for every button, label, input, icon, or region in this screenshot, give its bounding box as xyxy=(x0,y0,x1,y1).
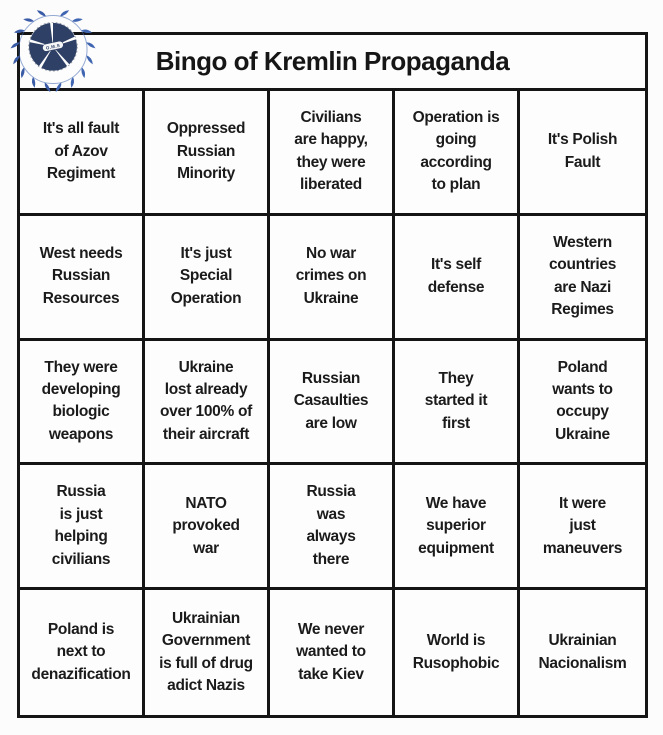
bingo-cell: Ukrainian Government is full of drug adi… xyxy=(145,590,270,715)
bingo-cell: It were just maneuvers xyxy=(520,465,645,591)
bingo-board: Bingo of Kremlin Propaganda It's all fau… xyxy=(17,32,648,718)
bingo-cell: World is Rusophobic xyxy=(395,590,520,715)
bingo-cell: Western countries are Nazi Regimes xyxy=(520,215,645,341)
bingo-cell: West needs Russian Resources xyxy=(20,215,145,341)
bingo-cell: Poland is next to denazification xyxy=(20,590,145,715)
bingo-cell: Poland wants to occupy Ukraine xyxy=(520,340,645,466)
bingo-cell: They started it first xyxy=(395,340,520,466)
emblem-label: O.M.S xyxy=(45,43,60,51)
bingo-cell: Russian Casaulties are low xyxy=(270,340,395,466)
shutter-star-badge: O.M.S xyxy=(28,21,78,72)
bingo-cell: Civilians are happy, they were liberated xyxy=(270,91,395,216)
emblem-logo: O.M.S xyxy=(9,7,97,93)
bingo-cell: Ukrainian Nacionalism xyxy=(520,590,645,715)
bingo-cell: Ukraine lost already over 100% of their … xyxy=(145,340,270,466)
laurel-wreath xyxy=(9,7,97,93)
bingo-cell: It's all fault of Azov Regiment xyxy=(20,91,145,216)
bingo-cell: They were developing biologic weapons xyxy=(20,340,145,466)
page-title: Bingo of Kremlin Propaganda xyxy=(155,46,510,76)
bingo-cell: Russia is just helping civilians xyxy=(20,465,145,591)
bingo-cell: We have superior equipment xyxy=(395,465,520,591)
bingo-cell: It's Polish Fault xyxy=(520,91,645,216)
bingo-cell: Oppressed Russian Minority xyxy=(145,91,270,216)
bingo-cell: We never wanted to take Kiev xyxy=(270,590,395,715)
bingo-cell: It's self defense xyxy=(395,215,520,341)
title-bar: Bingo of Kremlin Propaganda xyxy=(20,35,645,91)
bingo-cell: It's just Special Operation xyxy=(145,215,270,341)
bingo-cell: No war crimes on Ukraine xyxy=(270,215,395,341)
bingo-grid: It's all fault of Azov Regiment Oppresse… xyxy=(20,91,645,715)
bingo-cell: Russia was always there xyxy=(270,465,395,591)
bingo-cell: NATO provoked war xyxy=(145,465,270,591)
bingo-cell: Operation is going according to plan xyxy=(395,91,520,216)
